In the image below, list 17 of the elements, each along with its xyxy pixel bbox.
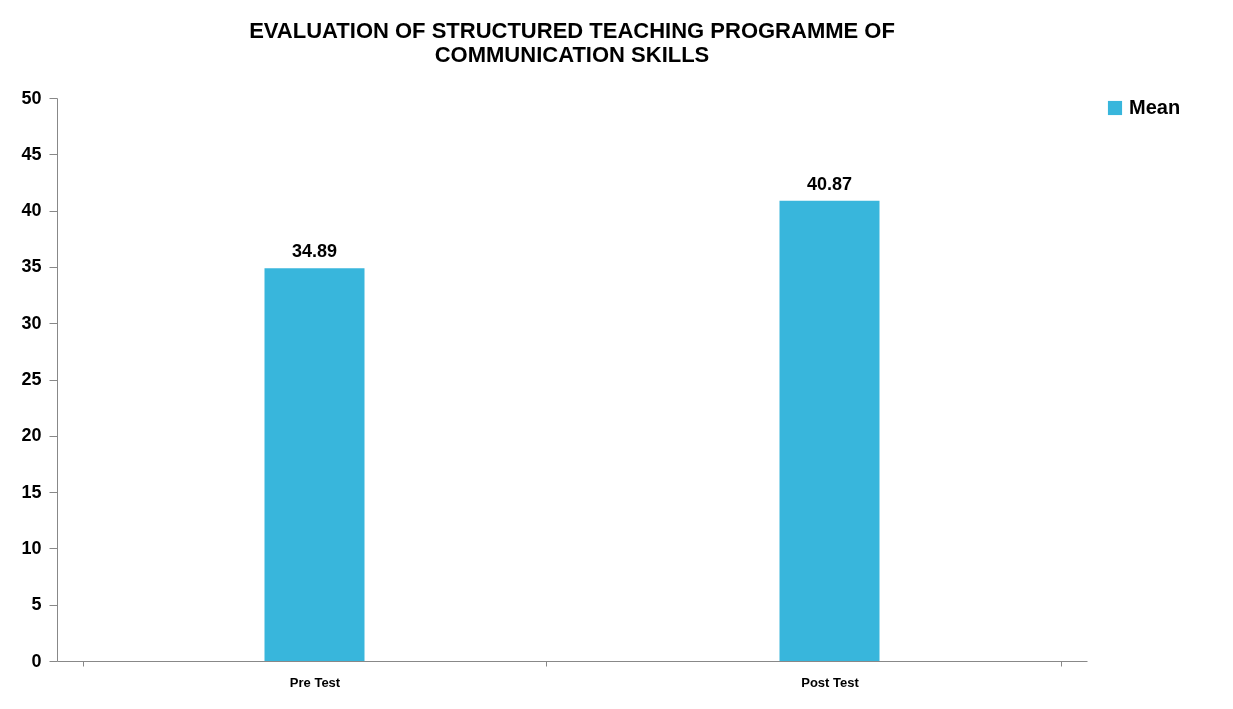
y-tick-label: 45: [21, 143, 42, 164]
y-tick-label: 10: [21, 537, 42, 558]
legend-label: Mean: [1129, 96, 1181, 118]
y-tick-label: 20: [21, 425, 42, 446]
x-tick-label: Pre Test: [289, 674, 341, 690]
y-tick-label: 5: [31, 594, 42, 615]
x-tick-label: Post Test: [801, 674, 860, 690]
y-tick-label: 35: [21, 256, 42, 277]
chart-title: EVALUATION OF STRUCTURED TEACHING PROGRAMME OF COMMUNICATION SKILLS: [249, 18, 895, 67]
data-label: 40.87: [806, 173, 853, 194]
y-tick-label: 25: [21, 369, 42, 389]
data-label: 34.89: [291, 241, 338, 262]
y-tick-label: 30: [21, 312, 42, 333]
y-tick-label: 50: [21, 87, 42, 108]
y-tick-label: 40: [21, 200, 42, 221]
y-tick-label: 0: [31, 650, 42, 671]
y-tick-label: 15: [21, 481, 42, 502]
